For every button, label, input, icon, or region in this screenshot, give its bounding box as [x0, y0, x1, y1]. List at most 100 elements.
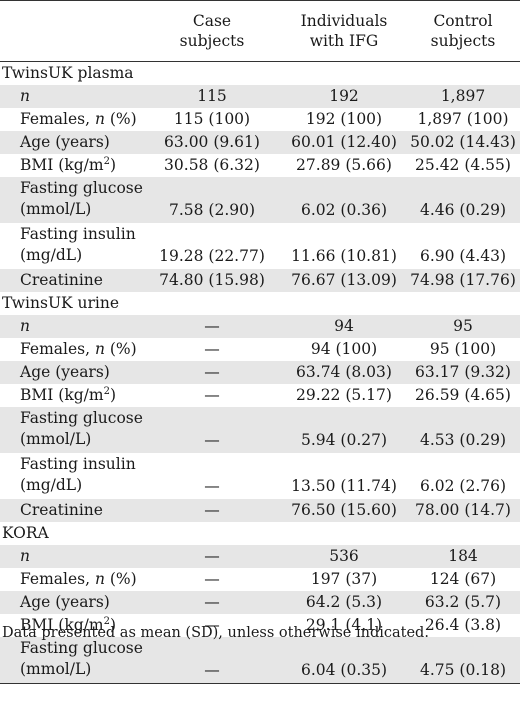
row-label-line1: Fasting insulin: [20, 455, 136, 473]
cell-value: 94 (100): [310, 340, 378, 358]
cell-value: 13.50 (11.74): [291, 477, 397, 495]
cell-value: 19.28 (22.77): [159, 247, 265, 265]
cell-value: —: [204, 363, 220, 381]
row-label: n: [20, 87, 30, 105]
cell-value: 74.98 (17.76): [410, 271, 516, 289]
row-label: BMI (kg/m2): [20, 385, 117, 404]
row-label-line2: (mmol/L): [20, 200, 92, 218]
row-label: Fasting glucose (mmol/L): [0, 178, 143, 224]
table-row: Fasting insulin (mg/dL) 19.28 (22.77) 11.66…: [0, 223, 520, 269]
cell-value: 11.66 (10.81): [291, 247, 397, 265]
cell-value: 192: [329, 87, 359, 105]
cell-value: 197 (37): [310, 570, 378, 588]
cell-value: —: [204, 501, 220, 519]
row-label: Fasting glucose (mmol/L): [0, 408, 143, 454]
table-row: Fasting glucose (mmol/L) — 6.04 (0.35) 4.75 …: [0, 637, 520, 683]
row-label-line1: Fasting glucose: [20, 409, 143, 427]
cell-value: 6.02 (0.36): [300, 201, 388, 219]
data-table: Case subjects Individuals with IFG Contr…: [0, 0, 520, 684]
cell-value: —: [204, 431, 220, 449]
top-rule: [0, 0, 520, 1]
row-label: Fasting insulin (mg/dL): [0, 454, 136, 500]
cell-value: 50.02 (14.43): [410, 133, 516, 151]
row-label-line2: (mmol/L): [20, 660, 92, 678]
table-row: BMI (kg/m2) 30.58 (6.32) 27.89 (5.66) 25.42…: [0, 154, 520, 177]
cell-value: 95: [453, 317, 473, 335]
table-row: Fasting glucose (mmol/L) — 5.94 (0.27) 4.53 …: [0, 407, 520, 453]
table-row: n — 536 184: [0, 545, 520, 568]
cell-value: 30.58 (6.32): [164, 156, 260, 174]
cell-value: 1,897 (100): [417, 110, 509, 128]
header-rule: [0, 61, 520, 62]
cell-value: 5.94 (0.27): [300, 431, 388, 449]
cell-value: 6.02 (2.76): [419, 477, 507, 495]
cell-value: 95 (100): [429, 340, 497, 358]
table-row: Fasting glucose (mmol/L) 7.58 (2.90) 6.02 (…: [0, 177, 520, 223]
cell-value: 64.2 (5.3): [305, 593, 383, 611]
section-heading: TwinsUK plasma: [0, 62, 520, 85]
section-title: TwinsUK plasma: [2, 64, 134, 82]
cell-value: 63.2 (5.7): [424, 593, 502, 611]
section-title: TwinsUK urine: [2, 294, 120, 312]
table-row: n — 94 95: [0, 315, 520, 338]
row-label: Age (years): [20, 133, 110, 151]
section-heading: TwinsUK urine: [0, 292, 520, 315]
cell-value: —: [204, 547, 220, 565]
cell-value: 115: [197, 87, 227, 105]
cell-value: 26.4 (3.8): [424, 616, 502, 634]
header-control-subjects: Control subjects: [430, 12, 496, 50]
cell-value: —: [204, 661, 220, 679]
header-case-subjects: Case subjects: [179, 12, 245, 50]
row-label-line2: (mg/dL): [20, 476, 83, 494]
row-label: n: [20, 547, 30, 565]
cell-value: 94: [334, 317, 354, 335]
cell-value: 1,897: [440, 87, 486, 105]
row-label: Age (years): [20, 593, 110, 611]
cell-value: —: [204, 340, 220, 358]
table-row: Creatinine 74.80 (15.98) 76.67 (13.09) 74.9…: [0, 269, 520, 292]
row-label-line1: Fasting insulin: [20, 225, 136, 243]
cell-value: 78.00 (14.7): [415, 501, 511, 519]
cell-value: 27.89 (5.66): [296, 156, 392, 174]
row-label: Fasting glucose (mmol/L): [0, 638, 143, 684]
table-row: n 115 192 1,897: [0, 85, 520, 108]
header-individuals-ifg: Individuals with IFG: [300, 12, 388, 50]
row-label: Age (years): [20, 363, 110, 381]
table-row: Age (years) — 64.2 (5.3) 63.2 (5.7): [0, 591, 520, 614]
table-row: Age (years) — 63.74 (8.03) 63.17 (9.32): [0, 361, 520, 384]
section-title: KORA: [2, 524, 49, 542]
row-label: BMI (kg/m2): [20, 155, 117, 174]
cell-value: 4.46 (0.29): [419, 201, 507, 219]
cell-value: —: [204, 570, 220, 588]
cell-value: 124 (67): [429, 570, 497, 588]
cell-value: 29.22 (5.17): [296, 386, 392, 404]
cell-value: —: [204, 317, 220, 335]
cell-value: 184: [448, 547, 478, 565]
cell-value: 7.58 (2.90): [168, 201, 256, 219]
cell-value: 74.80 (15.98): [159, 271, 265, 289]
section-heading: KORA: [0, 522, 520, 545]
cell-value: 192 (100): [305, 110, 383, 128]
row-label: Females, n (%): [20, 340, 137, 358]
cell-value: 25.42 (4.55): [415, 156, 511, 174]
table-header: Case subjects Individuals with IFG Contr…: [0, 1, 520, 61]
row-label: Females, n (%): [20, 570, 137, 588]
cell-value: 76.50 (15.60): [291, 501, 397, 519]
cell-value: 63.00 (9.61): [164, 133, 260, 151]
row-label-line1: Fasting glucose: [20, 179, 143, 197]
cell-value: 63.17 (9.32): [415, 363, 511, 381]
cell-value: 26.59 (4.65): [415, 386, 511, 404]
row-label: Fasting insulin (mg/dL): [0, 224, 136, 270]
row-label: n: [20, 317, 30, 335]
cell-value: 29.1 (4.1): [305, 616, 383, 634]
table-row: BMI (kg/m2) — 29.22 (5.17) 26.59 (4.65): [0, 384, 520, 407]
table-row: Creatinine — 76.50 (15.60) 78.00 (14.7): [0, 499, 520, 522]
row-label-line2: (mg/dL): [20, 246, 83, 264]
row-label: Creatinine: [20, 271, 103, 289]
table-body: TwinsUK plasma n 115 192 1,897 Females, n (%)…: [0, 62, 520, 683]
cell-value: 6.90 (4.43): [419, 247, 507, 265]
table-row: Females, n (%) — 197 (37) 124 (67): [0, 568, 520, 591]
table-row: Age (years) 63.00 (9.61) 60.01 (12.40) 50.0…: [0, 131, 520, 154]
row-label: Females, n (%): [20, 110, 137, 128]
cell-value: 76.67 (13.09): [291, 271, 397, 289]
